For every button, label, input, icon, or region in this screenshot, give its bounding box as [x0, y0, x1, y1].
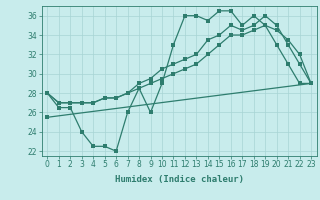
- X-axis label: Humidex (Indice chaleur): Humidex (Indice chaleur): [115, 175, 244, 184]
